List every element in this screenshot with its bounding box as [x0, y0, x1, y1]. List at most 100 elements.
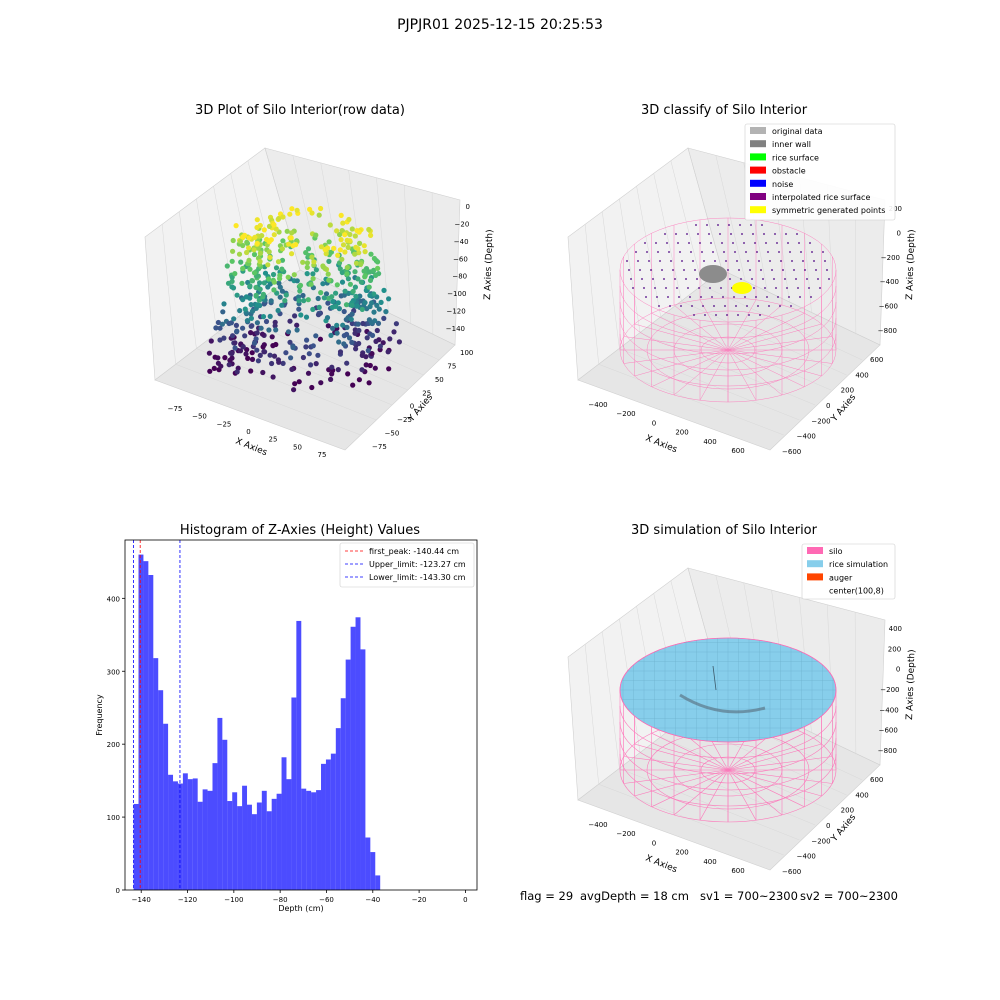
- interpolated-point: [679, 251, 681, 253]
- raw-data-point: [297, 282, 304, 288]
- raw-data-point: [355, 276, 361, 282]
- interpolated-point: [776, 242, 778, 244]
- classify-legend-swatch: [750, 179, 766, 187]
- raw-data-point: [330, 325, 336, 331]
- raw-data-point: [242, 333, 248, 339]
- histogram-bar: [237, 806, 243, 890]
- histogram-x-tick: 0: [463, 896, 467, 904]
- raw-data-point: [318, 244, 324, 250]
- simulation-y-tick: 600: [870, 776, 883, 784]
- interpolated-point: [715, 314, 717, 316]
- raw-data-point: [342, 288, 348, 294]
- raw-data-point: [279, 288, 285, 294]
- raw-data-point: [267, 254, 273, 260]
- interpolated-point: [721, 242, 723, 244]
- raw-data-point: [248, 315, 254, 321]
- histogram-x-tick: −140: [132, 896, 151, 904]
- raw-z-tick: −80: [452, 273, 467, 281]
- histogram-x-tick: −100: [224, 896, 243, 904]
- simulation-y-tick: 200: [841, 807, 854, 815]
- raw-data-point: [356, 229, 362, 235]
- interpolated-point: [796, 233, 798, 235]
- histogram-x-tick: −60: [319, 896, 334, 904]
- raw-data-point: [240, 297, 246, 303]
- raw-data-point: [266, 223, 273, 229]
- simulation-x-tick: −200: [616, 830, 635, 838]
- interpolated-point: [713, 305, 715, 307]
- raw-data-point: [374, 327, 380, 334]
- interpolated-point: [752, 233, 754, 235]
- interpolated-point: [736, 260, 738, 262]
- interpolated-point: [677, 242, 679, 244]
- simulation-z-tick: 200: [888, 645, 901, 653]
- interpolated-point: [691, 305, 693, 307]
- interpolated-point: [793, 269, 795, 271]
- interpolated-point: [687, 287, 689, 289]
- raw-data-point: [345, 276, 351, 282]
- interpolated-point: [689, 296, 691, 298]
- histogram-bar: [261, 790, 267, 890]
- interpolated-point: [749, 269, 751, 271]
- raw-data-point: [352, 284, 358, 290]
- raw-data-point: [283, 350, 289, 356]
- raw-data-point: [387, 336, 393, 342]
- raw-data-point: [253, 336, 259, 342]
- raw-data-point: [355, 321, 361, 327]
- raw-data-point: [324, 315, 331, 321]
- interpolated-point: [808, 287, 810, 289]
- raw-data-point: [213, 325, 219, 331]
- interpolated-point: [790, 305, 792, 307]
- raw-data-point: [340, 242, 347, 248]
- raw-data-point: [232, 340, 238, 346]
- interpolated-point: [724, 305, 726, 307]
- raw-data-point: [240, 325, 246, 331]
- raw-data-point: [334, 322, 340, 328]
- histogram-x-tick: −120: [178, 896, 197, 904]
- raw-data-point: [342, 232, 348, 238]
- raw-data-point: [260, 314, 267, 320]
- raw-data-point: [367, 292, 373, 298]
- classify-legend-swatch: [750, 127, 766, 134]
- histogram-legend-label: Upper_limit: -123.27 cm: [369, 560, 466, 569]
- raw-data-point: [228, 350, 234, 356]
- classify-x-tick: −200: [616, 410, 635, 418]
- raw-data-point: [272, 323, 278, 329]
- raw-data-point: [279, 246, 285, 252]
- interpolated-point: [787, 242, 789, 244]
- interpolated-point: [672, 269, 674, 271]
- raw-data-point: [304, 337, 310, 343]
- raw-data-point: [326, 258, 332, 264]
- flag-readout: flag = 29: [520, 889, 574, 903]
- interpolated-point: [788, 296, 790, 298]
- classify-legend-label: symmetric generated points: [772, 206, 885, 215]
- raw-data-point: [369, 351, 375, 357]
- raw-data-point: [340, 322, 346, 328]
- raw-data-point: [240, 344, 246, 350]
- interpolated-point: [758, 260, 760, 262]
- classify-y-tick: 600: [870, 356, 883, 364]
- raw-data-point: [333, 303, 339, 309]
- raw-x-tick: 25: [269, 436, 278, 444]
- interpolated-point: [754, 242, 756, 244]
- raw-data-point: [271, 287, 277, 293]
- raw-data-point: [219, 321, 225, 327]
- classify-legend-swatch: [750, 206, 766, 214]
- raw-data-point: [385, 349, 391, 355]
- raw-data-point: [261, 342, 267, 348]
- interpolated-point: [737, 314, 739, 316]
- raw-x-tick: 50: [293, 443, 302, 451]
- raw-data-point: [344, 237, 350, 243]
- raw-data-point: [277, 294, 283, 300]
- raw-data-point: [246, 245, 252, 251]
- raw-data-point: [317, 336, 323, 342]
- raw-data-point: [280, 214, 286, 220]
- histogram-y-tick: 300: [107, 668, 120, 676]
- raw-data-point: [226, 362, 232, 368]
- raw-data-point: [238, 259, 244, 265]
- sv1-readout: sv1 = 700~2300: [700, 889, 798, 903]
- raw-data-point: [249, 350, 255, 356]
